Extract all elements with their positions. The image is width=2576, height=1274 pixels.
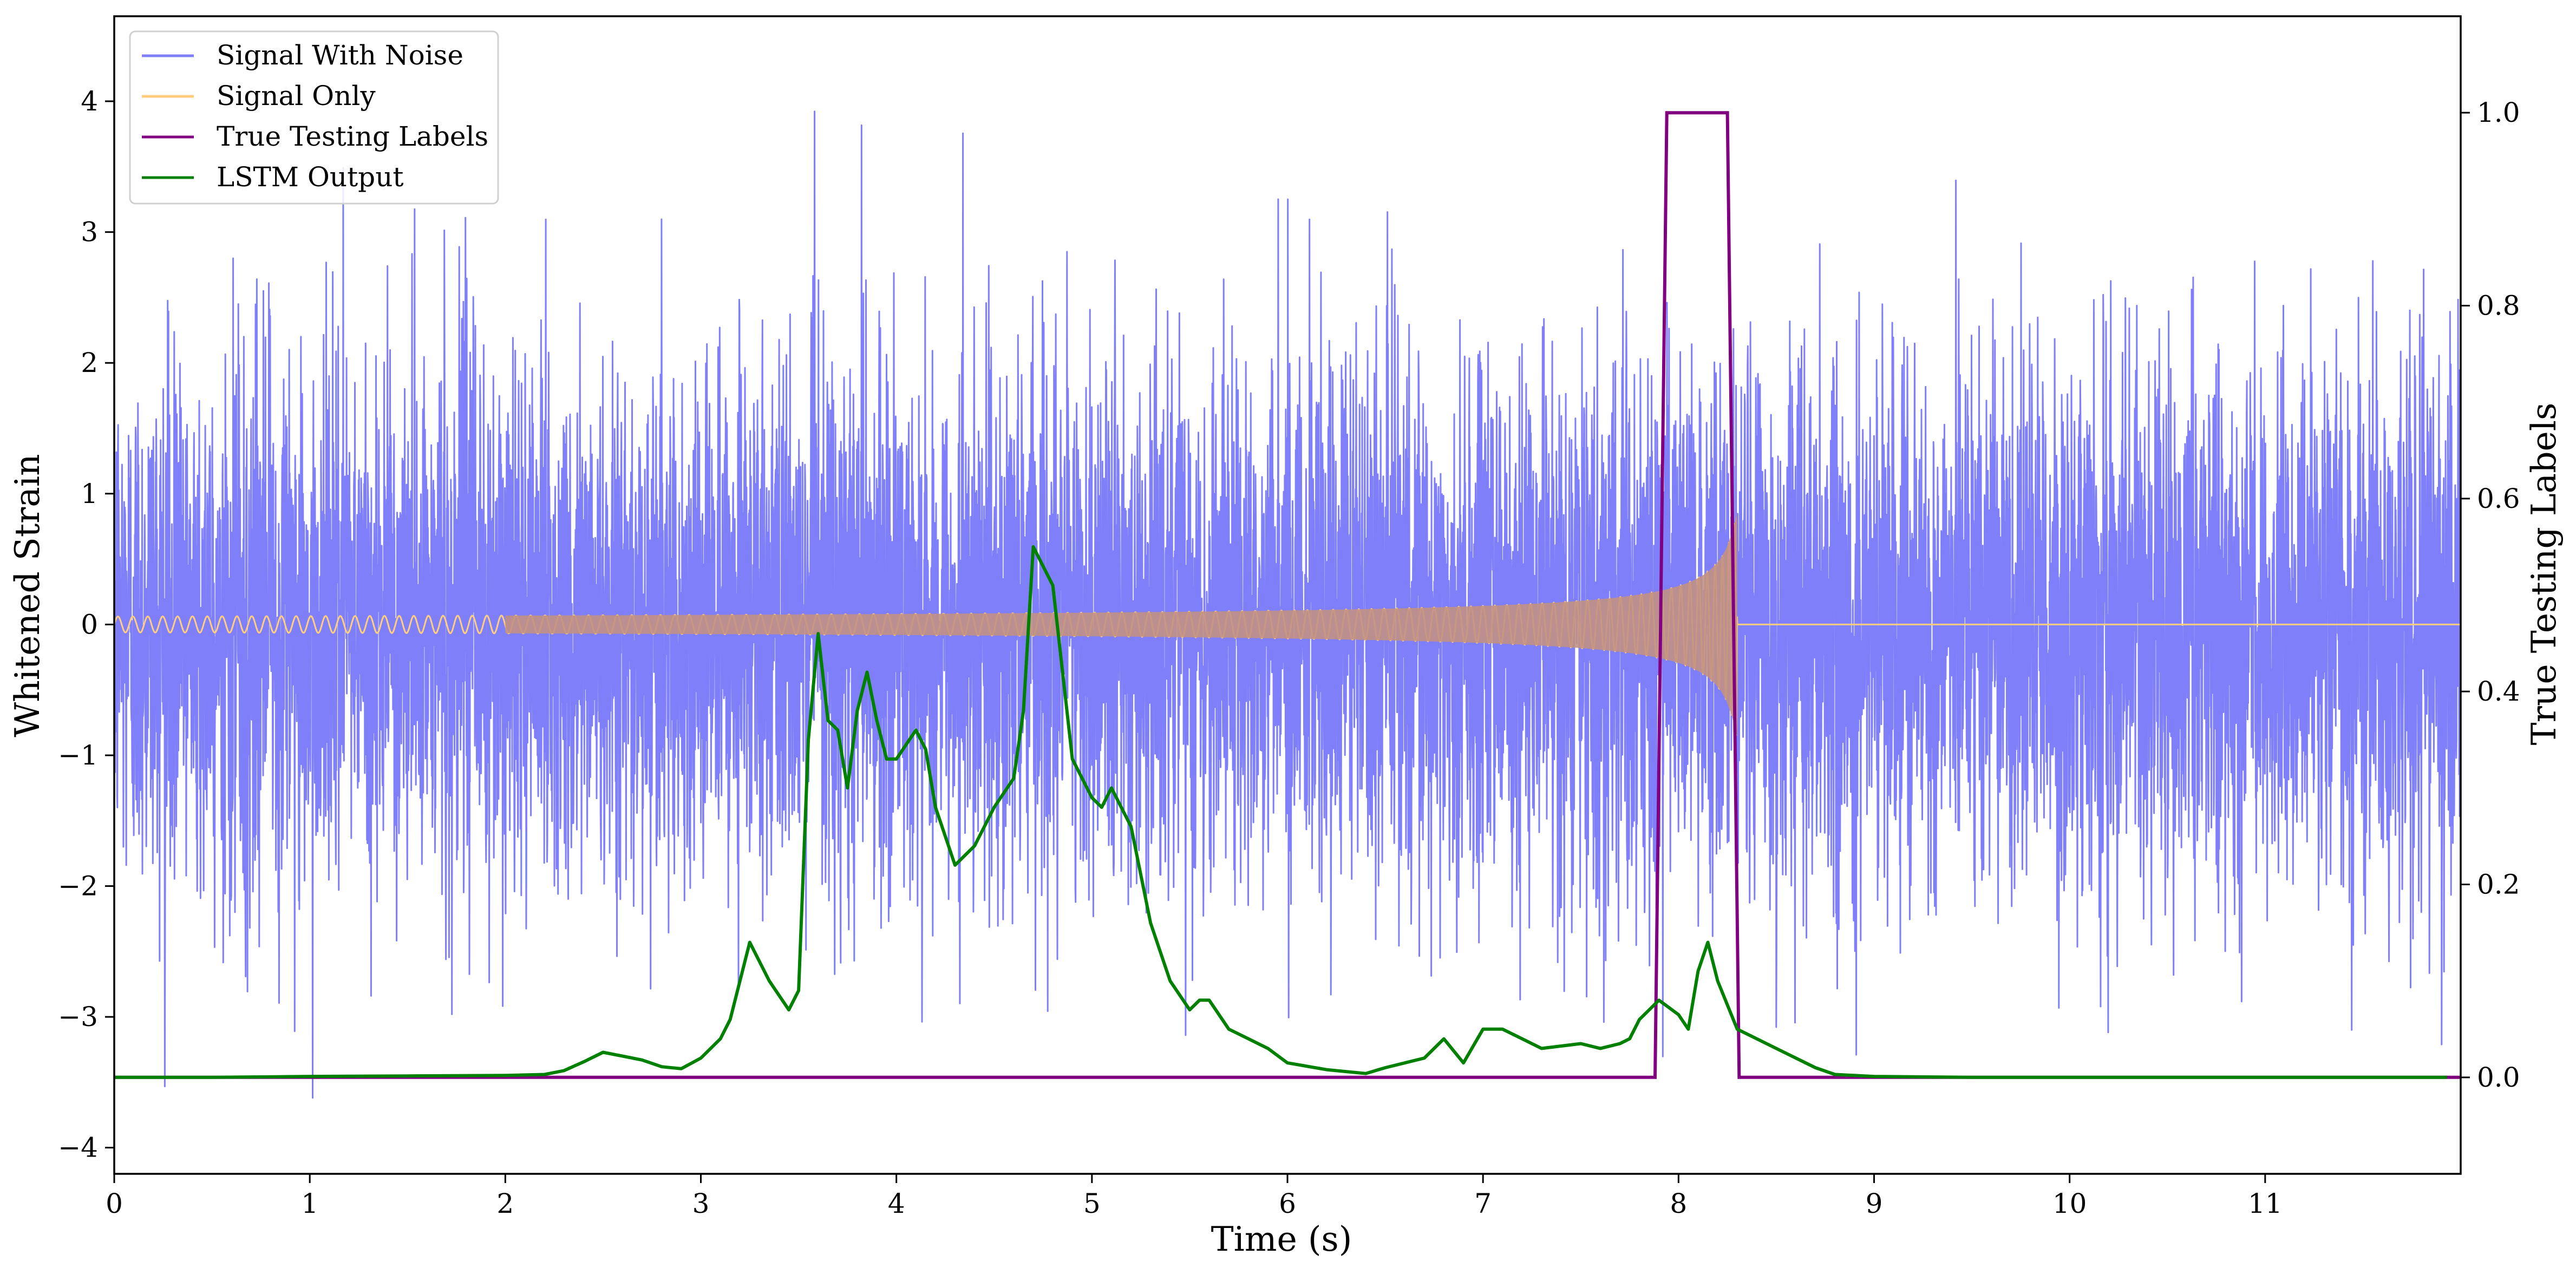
signal-with-noise-line <box>114 110 2461 1099</box>
y2-tick-label: 0.0 <box>2477 1062 2520 1093</box>
x-tick-label: 1 <box>301 1188 318 1219</box>
legend-label-signal-with-noise: Signal With Noise <box>217 40 463 71</box>
y-tick-label: 4 <box>81 86 98 117</box>
y2-tick-label: 0.6 <box>2477 483 2520 514</box>
x-tick-label: 0 <box>106 1188 123 1219</box>
y-tick-label: 2 <box>81 347 98 378</box>
y-tick-label: −4 <box>58 1132 98 1164</box>
legend-label-signal-only: Signal Only <box>217 80 376 112</box>
lstm-output-line <box>114 545 2447 1079</box>
series-signal-with-noise <box>114 110 2461 1099</box>
legend-label-lstm-output: LSTM Output <box>217 161 403 193</box>
legend: Signal With Noise Signal Only True Testi… <box>129 30 499 205</box>
x-tick-label: 3 <box>692 1188 710 1219</box>
x-tick-label: 9 <box>1866 1188 1883 1219</box>
legend-label-true-testing-labels: True Testing Labels <box>217 121 488 152</box>
x-axis-label: Time (s) <box>1211 1219 1352 1259</box>
series-signal-only <box>114 513 2461 736</box>
y2-tick-label: 0.2 <box>2477 869 2520 900</box>
y-tick-label: 1 <box>81 478 98 509</box>
legend-box <box>129 30 499 205</box>
signal-only-envelope <box>505 513 1737 736</box>
x-tick-label: 8 <box>1670 1188 1687 1219</box>
x-tick-label: 4 <box>888 1188 905 1219</box>
x-tick-label: 2 <box>496 1188 514 1219</box>
x-tick-label: 7 <box>1474 1188 1492 1219</box>
x-tick-label: 6 <box>1279 1188 1296 1219</box>
y-tick-label: −1 <box>58 740 98 771</box>
y2-tick-label: 0.4 <box>2477 676 2520 707</box>
y-tick-label: 0 <box>81 609 98 640</box>
y-tick-label: 3 <box>81 217 98 248</box>
y-tick-label: −3 <box>58 1001 98 1033</box>
y2-tick-label: 1.0 <box>2477 97 2520 128</box>
true-testing-labels-line <box>114 111 2461 1079</box>
y2-axis-label: True Testing Labels <box>2524 403 2564 746</box>
series-true-testing-labels <box>114 111 2461 1079</box>
x-tick-label: 5 <box>1083 1188 1101 1219</box>
plot-area <box>114 110 2461 1099</box>
x-tick-label: 10 <box>2052 1188 2087 1219</box>
x-axis: 0 1 2 3 4 5 6 7 8 9 10 11 <box>106 1174 2283 1219</box>
y-axis-left: 4 3 2 1 0 −1 −2 −3 −4 <box>58 86 114 1164</box>
y-tick-label: −2 <box>58 871 98 902</box>
y-axis-label: Whitened Strain <box>8 454 47 737</box>
y-axis-right: 1.0 0.8 0.6 0.4 0.2 0.0 <box>2461 97 2520 1093</box>
y2-tick-label: 0.8 <box>2477 290 2520 322</box>
series-lstm-output <box>114 545 2447 1079</box>
x-tick-label: 11 <box>2248 1188 2283 1219</box>
